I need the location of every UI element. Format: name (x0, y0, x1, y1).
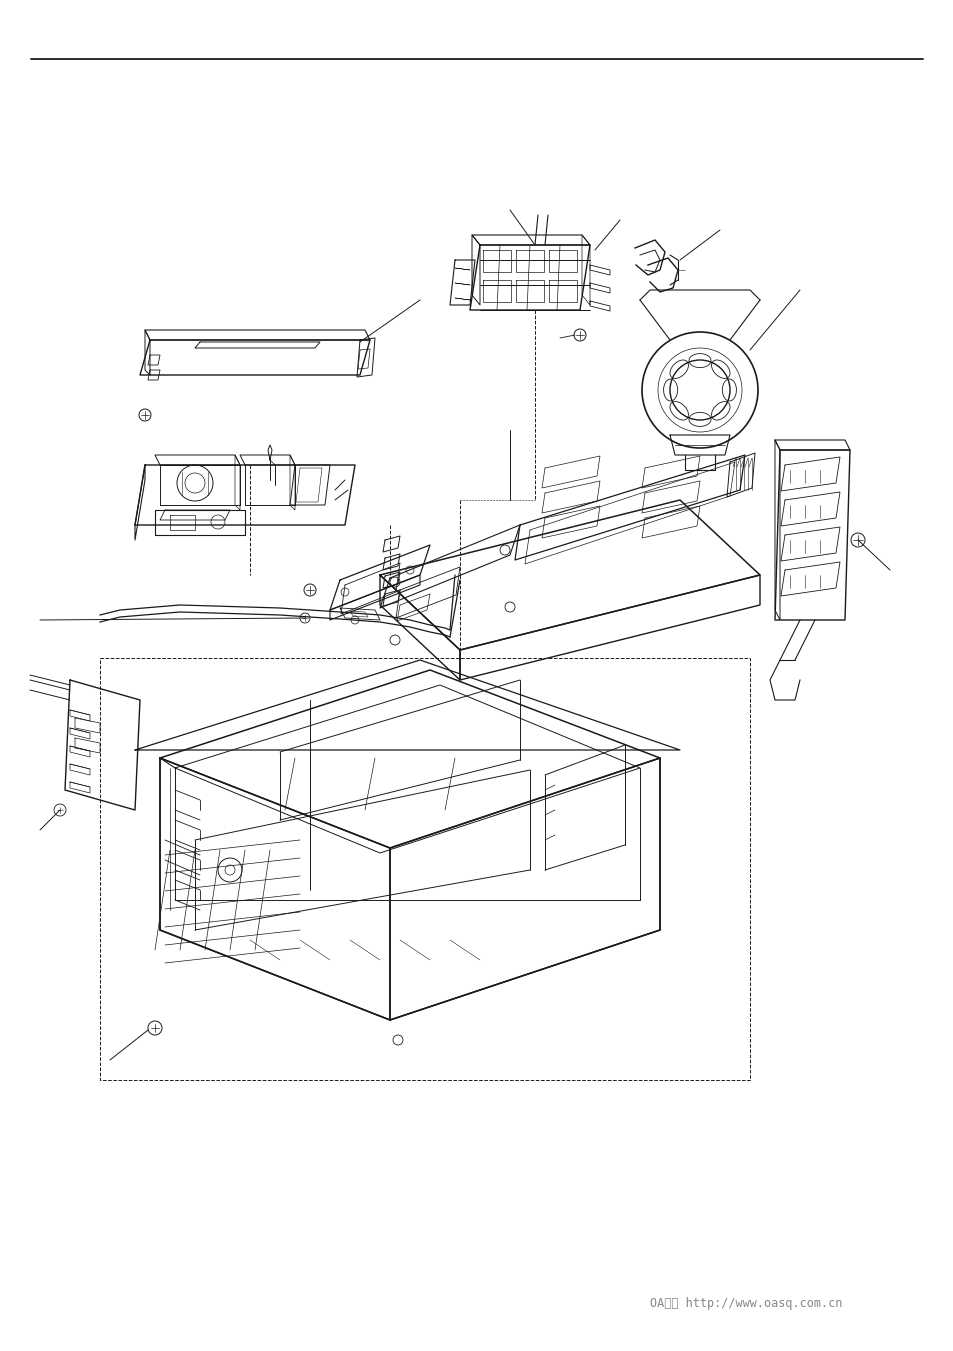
Text: OA社区 http://www.oasq.com.cn: OA社区 http://www.oasq.com.cn (649, 1297, 841, 1310)
